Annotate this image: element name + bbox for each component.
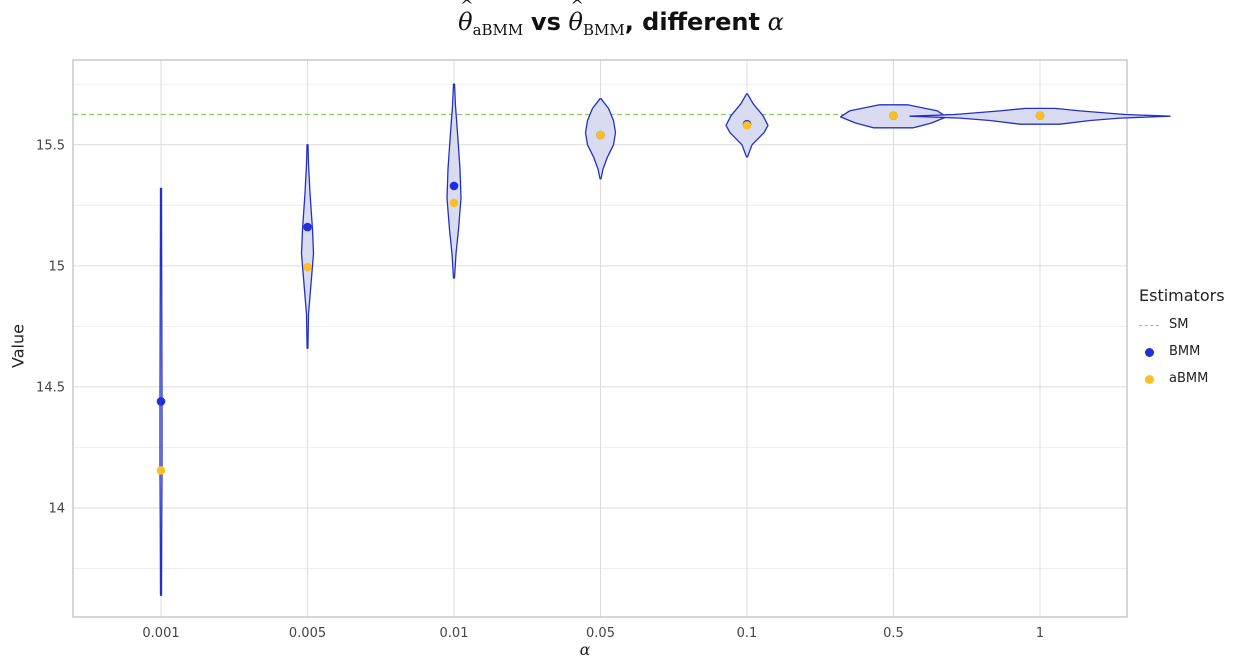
y-axis-label: Value (8, 324, 28, 368)
legend-label-abmm: aBMM (1169, 371, 1209, 386)
violin-0.001 (159, 187, 163, 596)
y-tick-label: 14.5 (36, 380, 65, 395)
title-sub-a: aBMM (472, 21, 524, 39)
point-aBMM-1 (1035, 111, 1045, 120)
x-axis-label: α (579, 640, 591, 659)
dashed-line-icon (1139, 318, 1161, 332)
y-tick-label: 15 (48, 259, 65, 274)
yellow-dot-icon (1139, 372, 1161, 386)
x-tick-label: 0.001 (142, 626, 179, 641)
point-aBMM-0.05 (596, 130, 605, 140)
x-tick-label: 0.01 (440, 626, 469, 641)
legend-item-bmm: BMM (1139, 338, 1225, 365)
title-theta-b: θ (569, 0, 585, 36)
title-sub-b: BMM (582, 21, 625, 39)
violin-0.01 (446, 83, 462, 279)
axis-ticks: 14 14.5 15 15.5 0.001 0.005 0.01 0.05 0.1 0.5 1 (36, 138, 1044, 641)
point-aBMM-0.01 (449, 198, 459, 208)
legend-label-bmm: BMM (1169, 344, 1201, 359)
chart-title: θaBMM vs θBMM, different α (0, 0, 1242, 39)
x-tick-label: 0.5 (883, 626, 904, 641)
violin-0.005 (300, 144, 315, 349)
y-tick-label: 15.5 (36, 138, 65, 153)
violins (159, 83, 1171, 596)
plot-panel (72, 59, 1128, 618)
point-aBMM-0.001 (156, 466, 166, 475)
title-vs: vs (530, 8, 561, 36)
legend-item-sm: SM (1139, 311, 1225, 338)
point-aBMM-0.5 (889, 111, 898, 120)
y-tick-label: 14 (48, 502, 65, 517)
x-tick-label: 0.005 (289, 626, 326, 641)
point-aBMM-0.1 (742, 121, 752, 130)
point-BMM-0.005 (303, 222, 312, 232)
title-alpha: α (767, 8, 784, 36)
legend: Estimators SM BMM aBMM (1139, 286, 1225, 392)
point-BMM-0.001 (156, 397, 166, 406)
x-tick-label: 0.1 (737, 626, 758, 641)
legend-label-sm: SM (1169, 317, 1189, 332)
blue-dot-icon (1139, 345, 1161, 359)
legend-title: Estimators (1139, 286, 1225, 305)
x-tick-label: 0.05 (586, 626, 615, 641)
x-tick-label: 1 (1036, 626, 1044, 641)
point-BMM-0.01 (449, 181, 459, 191)
point-aBMM-0.005 (303, 262, 312, 272)
estimator-points (156, 111, 1045, 475)
legend-item-abmm: aBMM (1139, 365, 1225, 392)
title-theta-a: θ (458, 0, 474, 36)
title-tail: , different (624, 8, 760, 36)
